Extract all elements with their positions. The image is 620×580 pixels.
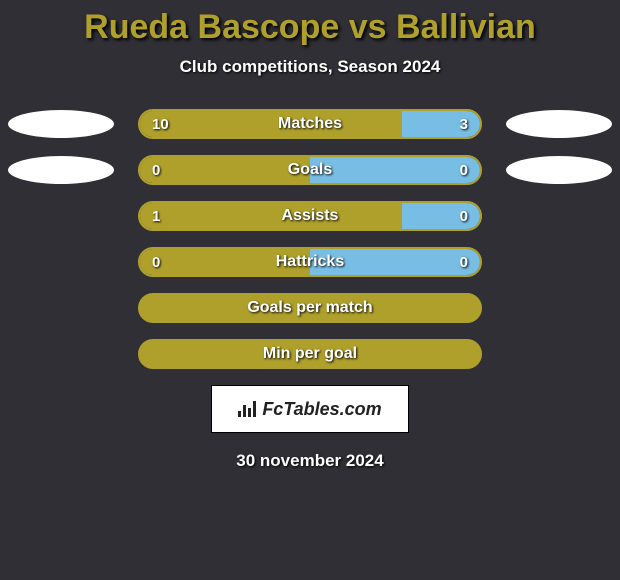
stat-row: 103Matches: [0, 109, 620, 139]
bar-fill-right: [402, 111, 480, 137]
bar-fill-left: [140, 249, 310, 275]
stat-bar: 00Goals: [138, 155, 482, 185]
player1-oval: [8, 156, 114, 184]
player2-oval: [506, 110, 612, 138]
bar-fill-right: [310, 249, 480, 275]
bar-fill-left: [140, 203, 402, 229]
stat-label: Goals per match: [140, 295, 480, 321]
player2-oval: [506, 156, 612, 184]
page-title: Rueda Bascope vs Ballivian: [0, 8, 620, 47]
logo-box[interactable]: FcTables.com: [211, 385, 409, 433]
stat-bar: 10Assists: [138, 201, 482, 231]
stat-row: 00Hattricks: [0, 247, 620, 277]
stat-row: 10Assists: [0, 201, 620, 231]
bar-fill-right: [402, 203, 480, 229]
comparison-card: Rueda Bascope vs Ballivian Club competit…: [0, 0, 620, 471]
stat-row: 00Goals: [0, 155, 620, 185]
logo-bars-icon: [238, 401, 258, 417]
date: 30 november 2024: [0, 451, 620, 471]
stat-bar: Min per goal: [138, 339, 482, 369]
stat-row: Min per goal: [0, 339, 620, 369]
bar-fill-right: [310, 157, 480, 183]
bar-fill-left: [140, 157, 310, 183]
stat-bar: 103Matches: [138, 109, 482, 139]
logo: FcTables.com: [238, 399, 381, 420]
player1-oval: [8, 110, 114, 138]
stat-bar: 00Hattricks: [138, 247, 482, 277]
stat-row: Goals per match: [0, 293, 620, 323]
stat-rows: 103Matches 00Goals 10Assists 00Hattricks Goa…: [0, 109, 620, 369]
subtitle: Club competitions, Season 2024: [0, 57, 620, 77]
stat-label: Min per goal: [140, 341, 480, 367]
logo-text: FcTables.com: [262, 399, 381, 420]
stat-bar: Goals per match: [138, 293, 482, 323]
bar-fill-left: [140, 111, 402, 137]
